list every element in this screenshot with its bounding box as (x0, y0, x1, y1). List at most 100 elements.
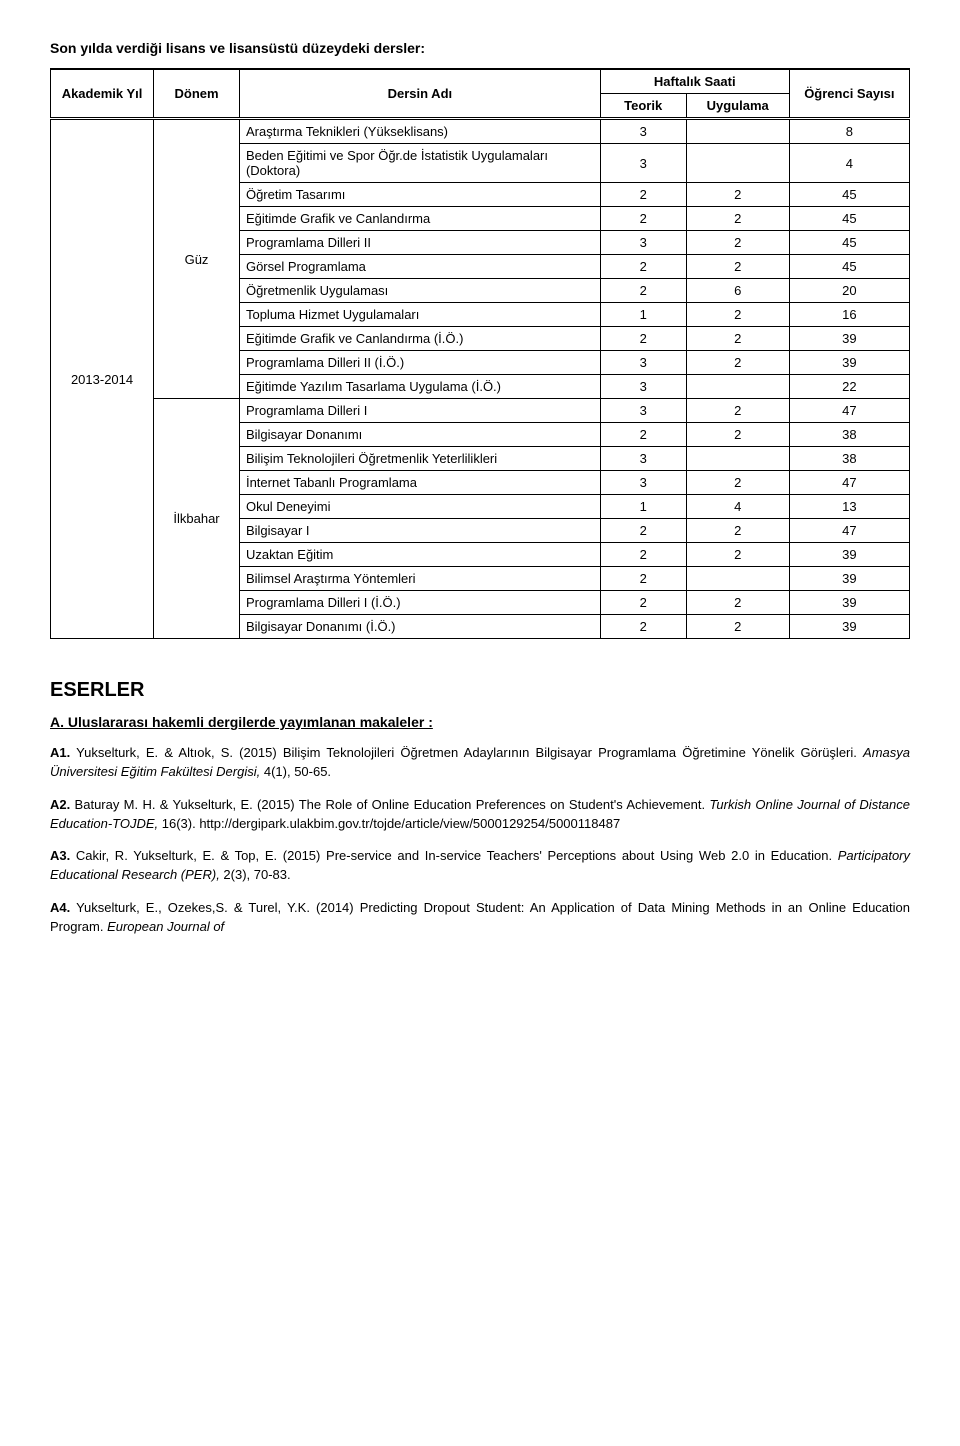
table-cell: 47 (789, 519, 909, 543)
ref-a1: A1. Yukselturk, E. & Altıok, S. (2015) B… (50, 744, 910, 782)
table-cell: Beden Eğitimi ve Spor Öğr.de İstatistik … (239, 144, 600, 183)
ref-text: Baturay M. H. & Yukselturk, E. (2015) Th… (70, 797, 709, 812)
th-haftalik-saati: Haftalık Saati (600, 69, 789, 94)
table-body: 2013-2014GüzAraştırma Teknikleri (Yüksek… (51, 119, 910, 639)
table-cell: İnternet Tabanlı Programlama (239, 471, 600, 495)
table-cell: 2 (686, 327, 789, 351)
table-cell: 2 (686, 615, 789, 639)
section-a-title: A. Uluslararası hakemli dergilerde yayım… (50, 714, 910, 730)
table-cell (686, 567, 789, 591)
table-cell: Bilgisayar Donanımı (İ.Ö.) (239, 615, 600, 639)
ref-tail: 2(3), 70-83. (220, 867, 291, 882)
th-akademik-yil: Akademik Yıl (51, 69, 154, 119)
table-cell: Programlama Dilleri I (239, 399, 600, 423)
courses-table: Akademik Yıl Dönem Dersin Adı Haftalık S… (50, 68, 910, 639)
cell-term-guz: Güz (154, 119, 240, 399)
table-cell: 45 (789, 183, 909, 207)
table-cell: 3 (600, 351, 686, 375)
table-cell (686, 447, 789, 471)
table-cell: 39 (789, 615, 909, 639)
table-cell: 2 (600, 543, 686, 567)
table-cell: 3 (600, 447, 686, 471)
table-cell: Araştırma Teknikleri (Yükseklisans) (239, 119, 600, 144)
table-cell: Eğitimde Yazılım Tasarlama Uygulama (İ.Ö… (239, 375, 600, 399)
th-dersin-adi: Dersin Adı (239, 69, 600, 119)
table-cell: 47 (789, 399, 909, 423)
table-row: İlkbaharProgramlama Dilleri I3247 (51, 399, 910, 423)
table-cell: 45 (789, 255, 909, 279)
table-cell: 3 (600, 231, 686, 255)
table-cell (686, 375, 789, 399)
table-cell: 6 (686, 279, 789, 303)
table-cell (686, 144, 789, 183)
table-cell: 38 (789, 423, 909, 447)
table-cell: 4 (686, 495, 789, 519)
ref-a3: A3. Cakir, R. Yukselturk, E. & Top, E. (… (50, 847, 910, 885)
table-cell: Eğitimde Grafik ve Canlandırma (239, 207, 600, 231)
table-cell: Okul Deneyimi (239, 495, 600, 519)
ref-label: A3. (50, 848, 70, 863)
th-uygulama: Uygulama (686, 94, 789, 119)
table-cell: 2 (686, 231, 789, 255)
table-cell: 47 (789, 471, 909, 495)
table-cell: Bilgisayar I (239, 519, 600, 543)
table-cell: 2 (686, 183, 789, 207)
ref-italic: European Journal of (107, 919, 224, 934)
table-cell: Bilgisayar Donanımı (239, 423, 600, 447)
th-donem: Dönem (154, 69, 240, 119)
table-cell: 39 (789, 351, 909, 375)
ref-a2: A2. Baturay M. H. & Yukselturk, E. (2015… (50, 796, 910, 834)
table-cell: 22 (789, 375, 909, 399)
table-cell: 3 (600, 144, 686, 183)
ref-label: A1. (50, 745, 70, 760)
table-cell (686, 119, 789, 144)
table-cell: Eğitimde Grafik ve Canlandırma (İ.Ö.) (239, 327, 600, 351)
table-cell: 3 (600, 375, 686, 399)
table-cell: 2 (686, 423, 789, 447)
table-cell: 38 (789, 447, 909, 471)
table-cell: Programlama Dilleri II (239, 231, 600, 255)
table-cell: 39 (789, 327, 909, 351)
ref-a4: A4. Yukselturk, E., Ozekes,S. & Turel, Y… (50, 899, 910, 937)
table-cell: 2 (686, 255, 789, 279)
table-row: 2013-2014GüzAraştırma Teknikleri (Yüksek… (51, 119, 910, 144)
table-cell: Bilimsel Araştırma Yöntemleri (239, 567, 600, 591)
table-cell: 45 (789, 231, 909, 255)
ref-tail: 4(1), 50-65. (260, 764, 331, 779)
ref-text: Yukselturk, E. & Altıok, S. (2015) Biliş… (70, 745, 863, 760)
table-cell: 2 (600, 255, 686, 279)
th-ogrenci-sayisi: Öğrenci Sayısı (789, 69, 909, 119)
table-cell: 2 (686, 399, 789, 423)
table-cell: 2 (600, 591, 686, 615)
table-cell: 2 (686, 591, 789, 615)
table-cell: 3 (600, 399, 686, 423)
table-cell: 39 (789, 567, 909, 591)
table-cell: 2 (686, 303, 789, 327)
table-cell: 16 (789, 303, 909, 327)
table-header: Akademik Yıl Dönem Dersin Adı Haftalık S… (51, 69, 910, 119)
table-cell: 2 (686, 351, 789, 375)
table-cell: Öğretmenlik Uygulaması (239, 279, 600, 303)
table-cell: 2 (600, 183, 686, 207)
table-cell: 2 (686, 543, 789, 567)
table-cell: Topluma Hizmet Uygulamaları (239, 303, 600, 327)
ref-text: Cakir, R. Yukselturk, E. & Top, E. (2015… (70, 848, 838, 863)
table-cell: 2 (686, 519, 789, 543)
table-cell: Uzaktan Eğitim (239, 543, 600, 567)
table-cell: 2 (600, 615, 686, 639)
page-title: Son yılda verdiği lisans ve lisansüstü d… (50, 40, 910, 56)
table-cell: 2 (600, 207, 686, 231)
table-cell: 2 (600, 327, 686, 351)
ref-label: A2. (50, 797, 70, 812)
table-cell: 2 (686, 471, 789, 495)
cell-year: 2013-2014 (51, 119, 154, 639)
table-cell: Programlama Dilleri II (İ.Ö.) (239, 351, 600, 375)
table-cell: 3 (600, 119, 686, 144)
table-cell: 3 (600, 471, 686, 495)
table-cell: 2 (686, 207, 789, 231)
table-cell: 2 (600, 279, 686, 303)
table-cell: 4 (789, 144, 909, 183)
table-cell: 39 (789, 591, 909, 615)
table-cell: Bilişim Teknolojileri Öğretmenlik Yeterl… (239, 447, 600, 471)
table-cell: 2 (600, 567, 686, 591)
